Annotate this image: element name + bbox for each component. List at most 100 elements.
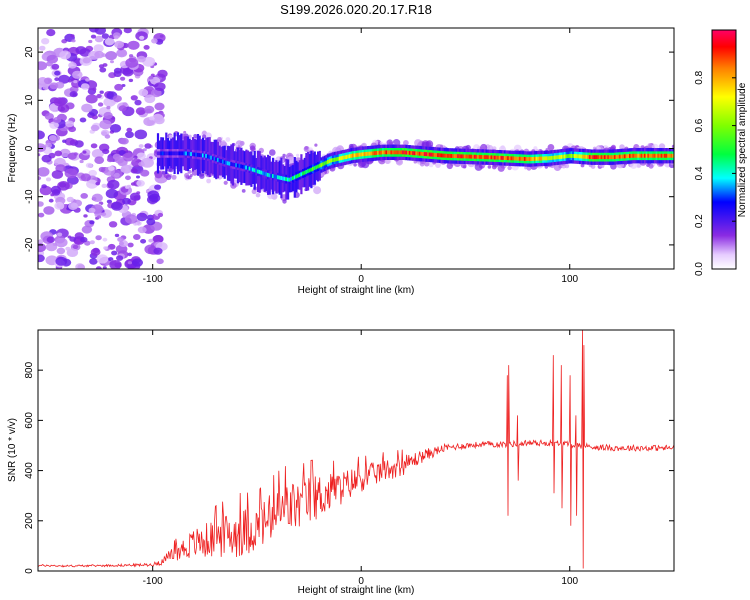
ridge-core [378,150,381,155]
noise-blob [99,90,104,94]
ridge-core [185,151,188,156]
noise-blob [74,140,84,148]
ridge-core [447,153,450,158]
halo-blob [154,170,163,179]
noise-blob [88,39,93,44]
halo-blob [526,165,532,171]
ridge-core [450,154,453,158]
ridge-core [295,174,298,179]
noise-blob [46,236,55,243]
ridge-core [637,153,640,158]
noise-blob [118,150,126,156]
noise-blob [140,169,150,177]
ridge-core [403,150,406,155]
noise-blob [69,236,77,242]
noise-blob [154,116,165,125]
noise-blob [114,156,125,164]
noise-blob [101,212,107,216]
halo-blob [223,180,228,185]
noise-blob [81,103,93,113]
ridge-core [610,155,613,160]
halo-blob [241,189,246,193]
ridge-core [228,161,231,166]
colorbar: 0.0 0.2 0.4 0.6 0.8 Normalized spectral ampl… [694,29,748,276]
noise-blob [56,247,66,255]
noise-blob [133,155,138,159]
noise-blob [50,185,62,194]
ridge-core [488,155,491,160]
noise-blob [127,261,132,265]
ridge-core [525,157,528,161]
ridge-core [530,157,533,161]
halo-blob [251,188,257,195]
ridge-core [522,156,525,161]
ridge-core [408,150,411,155]
ridge-core [260,170,263,175]
halo-blob [282,199,287,204]
noise-blob [126,184,131,188]
ridge-core [552,155,555,160]
noise-blob [85,94,98,104]
noise-blob [103,246,108,250]
ridge-core [407,150,410,155]
noise-blob [95,181,100,186]
ridge-core [253,168,256,173]
halo-blob [379,141,384,146]
ridge-core [358,152,361,157]
ridge-core [357,152,360,157]
ridge-core [393,150,396,155]
halo-blob [648,163,654,169]
noise-blob [68,62,77,69]
noise-blob [102,266,107,269]
ridge-core [644,153,647,158]
ridge-core [293,175,296,180]
x-tick-label: 100 [561,576,578,587]
ridge-core [468,154,471,159]
ridge-core [617,154,620,159]
halo-blob [671,144,674,149]
ridge-core [495,155,498,160]
halo-blob [428,162,434,168]
ridge-core [368,151,371,156]
noise-blob [125,57,139,68]
noise-blob [38,239,44,244]
halo-blob [269,149,276,156]
noise-blob [91,149,104,159]
ridge-core [445,153,448,158]
ridge-core [647,153,650,158]
ridge-core [588,155,592,159]
noise-blob [111,250,118,256]
noise-blob [99,67,107,73]
ridge-core [230,162,233,166]
noise-blob [71,39,76,43]
noise-blob [82,150,87,154]
ridge-core [592,155,595,160]
noise-blob [50,193,55,197]
noise-blob [49,82,59,90]
ridge-core [470,154,473,159]
y-tick-label: 800 [24,361,35,378]
noise-blob [150,73,155,77]
noise-blob [80,173,92,182]
ridge-core [193,152,196,157]
ridge-core [165,151,168,156]
noise-blob [137,226,147,234]
noise-blob [111,201,123,211]
ridge-core [480,155,483,159]
noise-blob [105,188,119,199]
snr-panel: -100 0 100 0 200 400 600 800 Height of straigh… [7,329,675,596]
ridge-core [565,154,568,159]
ridge-core [443,153,446,158]
ridge-core [600,155,603,160]
noise-blob [72,244,79,249]
ridge-core [615,155,618,159]
noise-blob [88,164,94,168]
ridge-core [593,155,597,160]
snr-series-line [38,330,674,569]
ridge-core [275,174,278,179]
ridge-core [385,150,388,155]
ridge-core [590,155,593,160]
ridge-core [417,151,420,156]
ridge-core [608,155,612,160]
ridge-core [472,154,475,159]
